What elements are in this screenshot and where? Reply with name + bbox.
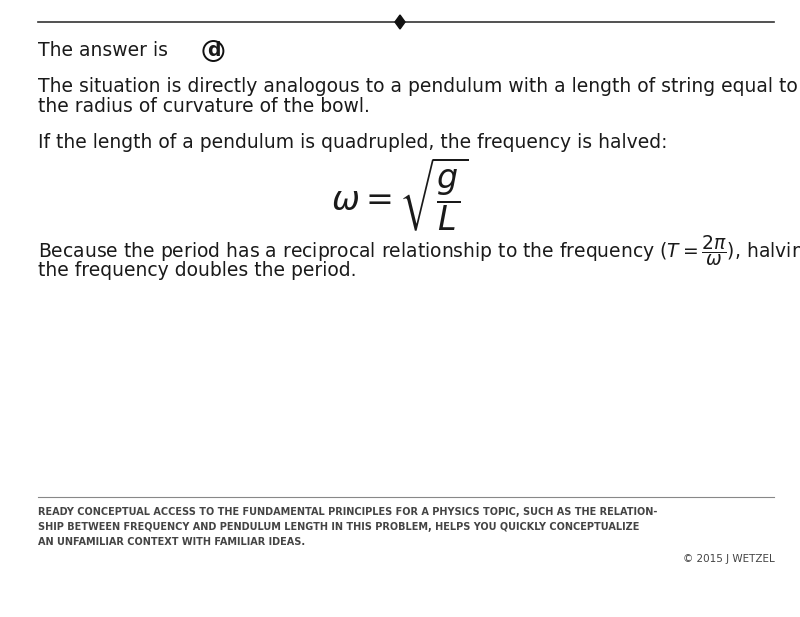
Text: the frequency doubles the period.: the frequency doubles the period. [38, 262, 357, 281]
Text: The situation is directly analogous to a pendulum with a length of string equal : The situation is directly analogous to a… [38, 78, 798, 96]
Text: If the length of a pendulum is quadrupled, the frequency is halved:: If the length of a pendulum is quadruple… [38, 133, 668, 152]
Text: © 2015 J WETZEL: © 2015 J WETZEL [682, 554, 774, 564]
Polygon shape [395, 15, 405, 29]
Text: Because the period has a reciprocal relationship to the frequency ($T = \dfrac{2: Because the period has a reciprocal rela… [38, 234, 800, 268]
Text: READY CONCEPTUAL ACCESS TO THE FUNDAMENTAL PRINCIPLES FOR A PHYSICS TOPIC, SUCH : READY CONCEPTUAL ACCESS TO THE FUNDAMENT… [38, 507, 658, 517]
Text: d: d [206, 41, 220, 60]
Text: SHIP BETWEEN FREQUENCY AND PENDULUM LENGTH IN THIS PROBLEM, HELPS YOU QUICKLY CO: SHIP BETWEEN FREQUENCY AND PENDULUM LENG… [38, 522, 640, 532]
Text: the radius of curvature of the bowl.: the radius of curvature of the bowl. [38, 97, 370, 117]
Text: AN UNFAMILIAR CONTEXT WITH FAMILIAR IDEAS.: AN UNFAMILIAR CONTEXT WITH FAMILIAR IDEA… [38, 537, 306, 547]
Text: $\omega = \sqrt{\dfrac{g}{L}}$: $\omega = \sqrt{\dfrac{g}{L}}$ [331, 155, 469, 233]
Text: The answer is: The answer is [38, 41, 174, 60]
